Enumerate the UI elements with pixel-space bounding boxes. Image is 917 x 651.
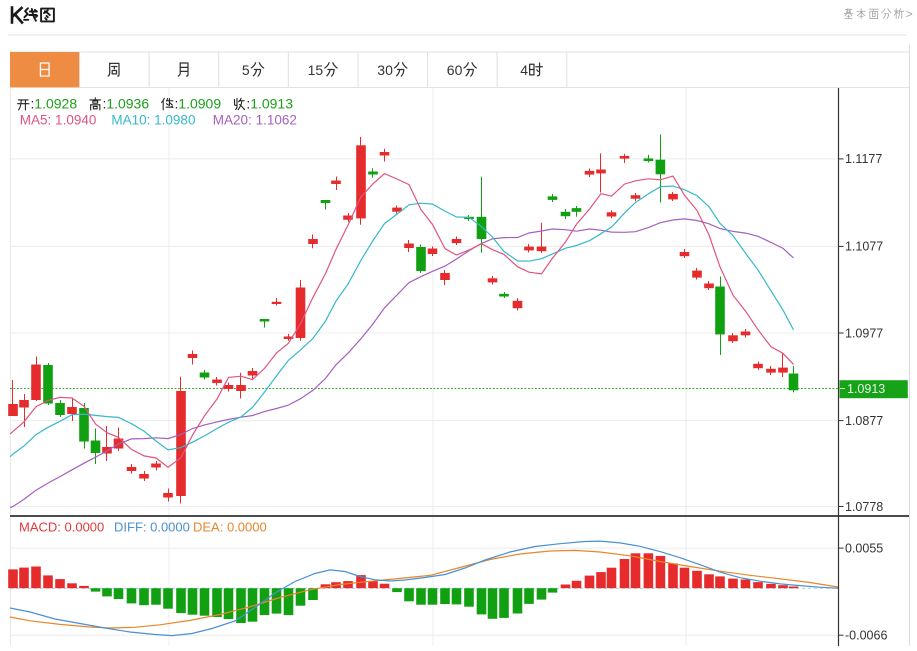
svg-text:0.0055: 0.0055	[845, 541, 883, 555]
svg-text:1.0913: 1.0913	[250, 96, 293, 112]
svg-text:-0.0066: -0.0066	[845, 629, 887, 643]
svg-text:3: 3	[377, 62, 385, 78]
svg-text::: :	[246, 96, 250, 112]
svg-text::: :	[175, 96, 179, 112]
svg-text:1.0913: 1.0913	[847, 382, 885, 396]
svg-text:1: 1	[308, 62, 316, 78]
svg-text:MA20: 1.1062: MA20: 1.1062	[213, 113, 297, 128]
svg-text:1.0936: 1.0936	[106, 96, 149, 112]
svg-text:0: 0	[455, 62, 463, 78]
svg-text:1.0778: 1.0778	[845, 500, 883, 514]
svg-text:DEA: 0.0000: DEA: 0.0000	[193, 520, 267, 535]
svg-text:4: 4	[520, 62, 528, 78]
svg-text:MACD: 0.0000: MACD: 0.0000	[19, 520, 104, 535]
svg-text:1.0928: 1.0928	[34, 96, 77, 112]
svg-text:6: 6	[447, 62, 455, 78]
svg-text:1.0977: 1.0977	[845, 326, 883, 340]
svg-text:5: 5	[315, 62, 323, 78]
svg-text:MA5: 1.0940: MA5: 1.0940	[20, 113, 97, 128]
svg-text:1.1177: 1.1177	[845, 152, 882, 166]
svg-text::: :	[103, 96, 107, 112]
svg-text::: :	[31, 96, 35, 112]
svg-text:>: >	[906, 7, 913, 21]
svg-text:MA10: 1.0980: MA10: 1.0980	[111, 113, 195, 128]
svg-text:1.1077: 1.1077	[845, 240, 883, 254]
svg-text:5: 5	[242, 62, 250, 78]
svg-text:0: 0	[385, 62, 393, 78]
svg-text:1.0909: 1.0909	[178, 96, 221, 112]
svg-text:DIFF: 0.0000: DIFF: 0.0000	[114, 520, 190, 535]
svg-text:1.0877: 1.0877	[845, 414, 883, 428]
